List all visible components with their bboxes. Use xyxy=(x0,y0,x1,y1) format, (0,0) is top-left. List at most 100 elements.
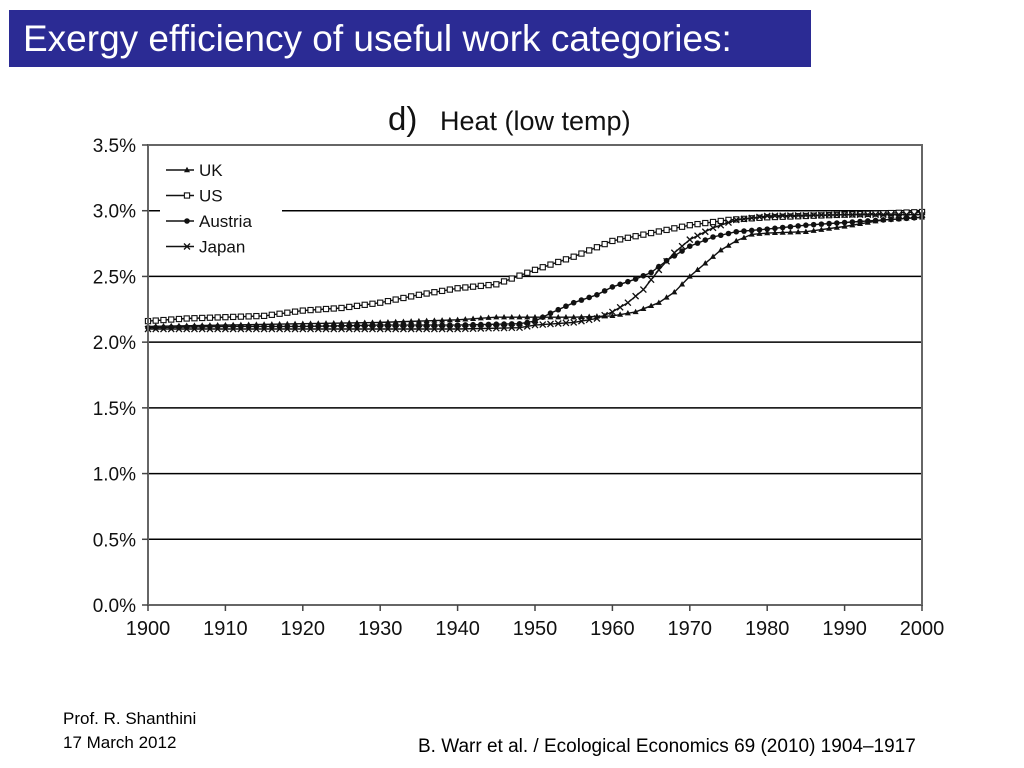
data-point xyxy=(826,225,833,231)
chart-title-prefix: d) xyxy=(388,100,417,137)
data-point xyxy=(910,211,918,219)
data-point xyxy=(694,240,701,246)
data-point xyxy=(539,314,546,320)
data-point xyxy=(640,231,647,238)
data-point xyxy=(764,226,770,232)
data-point xyxy=(687,243,693,249)
data-point xyxy=(833,224,840,230)
data-point xyxy=(686,273,693,279)
x-tick-label: 1910 xyxy=(203,618,248,640)
data-point xyxy=(617,281,623,288)
data-point xyxy=(609,284,616,290)
data-point xyxy=(377,299,384,306)
x-tick-label: 1980 xyxy=(745,618,790,640)
data-point xyxy=(260,312,268,320)
data-point xyxy=(833,211,841,219)
data-point xyxy=(392,322,399,328)
y-tick-label: 0.0% xyxy=(93,596,136,617)
data-point xyxy=(771,229,778,235)
data-point xyxy=(710,253,717,259)
data-point xyxy=(694,266,701,273)
data-point xyxy=(647,276,655,284)
series-japan xyxy=(144,211,926,333)
data-point xyxy=(446,286,454,293)
data-point xyxy=(191,315,198,322)
data-point xyxy=(817,211,825,219)
data-point xyxy=(268,325,276,333)
data-point xyxy=(709,224,717,232)
data-point xyxy=(733,237,740,244)
data-point xyxy=(771,213,779,221)
data-point xyxy=(237,325,245,333)
data-point xyxy=(330,325,338,333)
data-point xyxy=(516,272,523,279)
data-point xyxy=(810,211,818,219)
data-point xyxy=(709,218,717,226)
data-point xyxy=(663,294,670,300)
data-point xyxy=(748,231,755,237)
chart-title: Heat (low temp) xyxy=(440,106,631,136)
data-point xyxy=(183,315,190,322)
legend-background xyxy=(160,154,282,264)
data-point xyxy=(384,297,392,305)
data-point xyxy=(438,325,446,333)
data-point xyxy=(206,314,214,321)
data-point xyxy=(423,290,430,297)
data-point xyxy=(741,228,747,234)
data-point xyxy=(423,322,430,328)
data-point xyxy=(717,221,725,229)
data-point xyxy=(299,307,306,314)
data-point xyxy=(594,292,600,298)
data-point xyxy=(276,325,284,333)
data-point xyxy=(771,212,779,220)
data-point xyxy=(376,325,384,333)
data-point xyxy=(678,242,686,250)
legend-label: Austria xyxy=(199,212,252,231)
data-point xyxy=(400,322,407,328)
x-tick-label: 2000 xyxy=(900,618,945,640)
data-point xyxy=(268,311,275,318)
data-point xyxy=(555,258,562,266)
data-point xyxy=(532,313,538,320)
data-point xyxy=(369,322,376,328)
data-point xyxy=(624,299,632,307)
data-point xyxy=(764,214,771,221)
data-point xyxy=(245,313,252,320)
data-point xyxy=(462,322,469,328)
data-point xyxy=(253,312,260,320)
data-point xyxy=(748,227,755,234)
data-point xyxy=(578,313,585,320)
data-point xyxy=(593,315,601,322)
data-point xyxy=(222,314,229,321)
data-point xyxy=(880,210,887,217)
data-point xyxy=(400,318,407,324)
y-tick-label: 0.5% xyxy=(93,530,136,551)
data-point xyxy=(392,325,400,333)
data-point xyxy=(547,313,554,320)
data-point xyxy=(291,308,299,315)
data-point xyxy=(625,278,631,285)
data-point xyxy=(563,303,569,310)
data-point xyxy=(655,266,663,274)
data-point xyxy=(803,222,809,228)
data-point xyxy=(865,218,871,224)
data-point xyxy=(531,266,539,274)
data-point xyxy=(880,217,887,223)
data-point xyxy=(554,320,562,327)
data-point xyxy=(454,325,462,333)
y-tick-label: 2.0% xyxy=(93,333,136,354)
x-tick-label: 1970 xyxy=(668,618,713,640)
data-point xyxy=(523,322,531,330)
data-point xyxy=(779,212,787,220)
data-point xyxy=(431,289,438,296)
data-point xyxy=(454,322,461,328)
data-point xyxy=(338,325,345,333)
data-point xyxy=(369,300,376,307)
data-point xyxy=(872,210,879,217)
data-point xyxy=(508,321,515,327)
presentation-date: 17 March 2012 xyxy=(63,733,177,752)
data-point xyxy=(663,226,670,234)
data-point xyxy=(694,220,701,228)
data-point xyxy=(702,237,709,243)
data-point xyxy=(679,281,686,287)
